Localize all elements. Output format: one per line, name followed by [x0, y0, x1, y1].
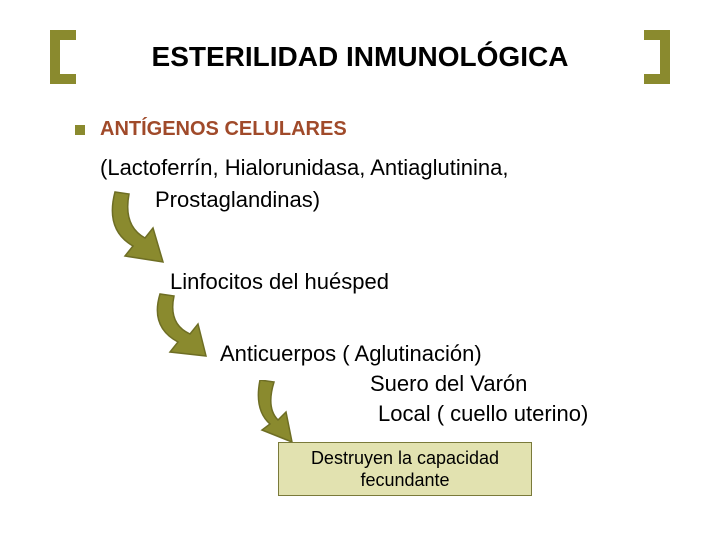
bullet-square-icon [75, 125, 85, 135]
result-line2: fecundante [360, 470, 449, 490]
bracket-right-icon [644, 30, 670, 84]
antigen-list-a: Lactoferrín, Hialorunidasa, Antiaglutini… [107, 155, 508, 180]
result-line1: Destruyen la capacidad [311, 448, 499, 468]
antigen-list-line2: Prostaglandinas) [155, 186, 320, 214]
title-bar: ESTERILIDAD INMUNOLÓGICA [50, 30, 670, 84]
result-box: Destruyen la capacidad fecundante [278, 442, 532, 496]
page-title: ESTERILIDAD INMUNOLÓGICA [76, 41, 644, 73]
anticuerpos-line-a: Anticuerpos ( Aglutinación) [220, 340, 482, 368]
anticuerpos-line-b: Suero del Varón [370, 370, 527, 398]
bracket-left-icon [50, 30, 76, 84]
arrow-down-icon [252, 380, 300, 450]
arrow-down-icon [105, 190, 175, 270]
antigen-list-line1: (Lactoferrín, Hialorunidasa, Antiaglutin… [100, 154, 508, 182]
result-text: Destruyen la capacidad fecundante [311, 447, 499, 492]
subheading-antigenos: ANTÍGENOS CELULARES [100, 118, 347, 141]
anticuerpos-line-c: Local ( cuello uterino) [378, 400, 588, 428]
arrow-down-icon [150, 292, 220, 362]
